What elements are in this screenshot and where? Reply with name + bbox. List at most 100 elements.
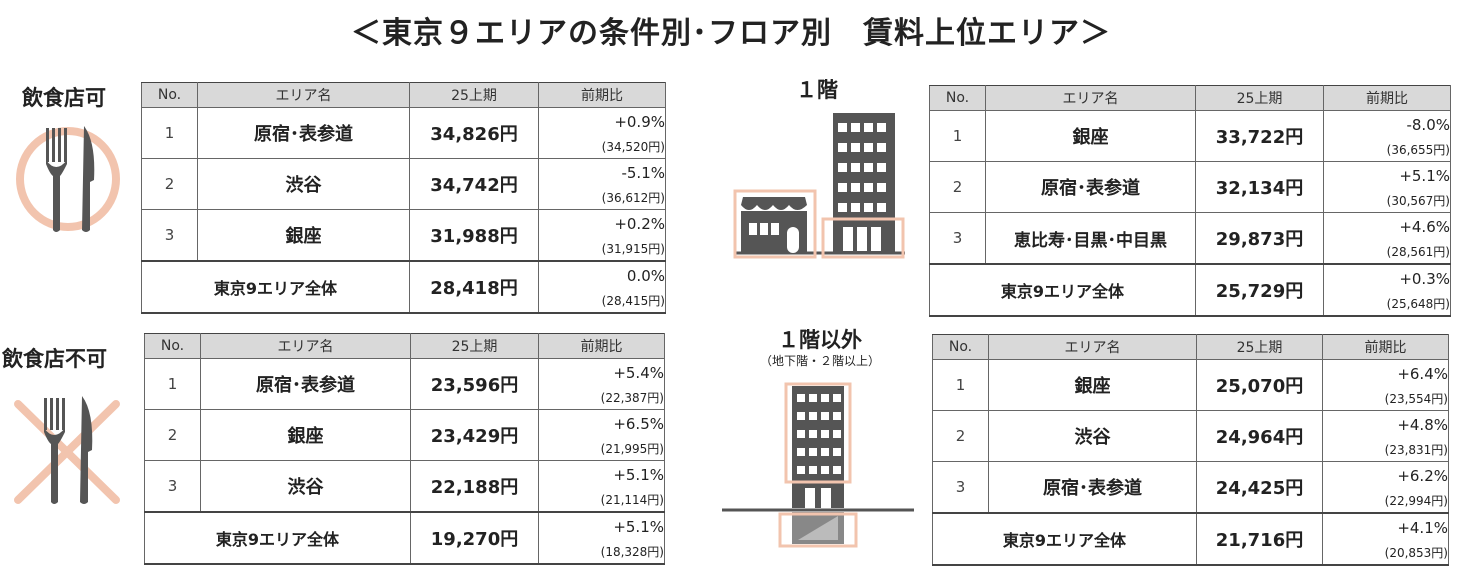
change-percent: +4.8% bbox=[1397, 416, 1448, 434]
area-name: 銀座 bbox=[988, 359, 1197, 411]
rent-value: 34,826円 bbox=[409, 107, 539, 159]
table-row: 2 渋谷 24,964円 +4.8% (23,831円) bbox=[932, 410, 1449, 462]
area-name: 銀座 bbox=[200, 409, 411, 461]
table-total-row: 東京9エリア全体 19,270円 +5.1% (18,328円) bbox=[144, 511, 665, 565]
rank-number: 1 bbox=[141, 107, 198, 159]
floor-sublabel-other: （地下階・２階以上） bbox=[759, 354, 880, 368]
column-header-no: No. bbox=[141, 82, 198, 108]
column-header-area: エリア名 bbox=[988, 334, 1197, 360]
change-percent: +0.2% bbox=[614, 215, 665, 233]
change-percent: +4.6% bbox=[1399, 218, 1450, 236]
total-change-cell: +5.1% (18,328円) bbox=[538, 511, 665, 565]
column-header-change: 前期比 bbox=[1323, 85, 1451, 111]
total-label: 東京9エリア全体 bbox=[141, 260, 410, 314]
column-header-rent: 25上期 bbox=[409, 82, 539, 108]
table-row: 3 渋谷 22,188円 +5.1% (21,114円) bbox=[144, 460, 665, 513]
change-cell: +0.2% (31,915円) bbox=[538, 209, 666, 262]
column-header-change: 前期比 bbox=[1322, 334, 1449, 360]
change-cell: +6.2% (22,994円) bbox=[1322, 461, 1449, 514]
floor-label-other: １階以外 bbox=[778, 328, 862, 352]
total-rent-value: 21,716円 bbox=[1196, 512, 1323, 566]
previous-rent: (28,561円) bbox=[1386, 245, 1450, 259]
rent-value: 25,070円 bbox=[1196, 359, 1323, 411]
area-name: 銀座 bbox=[985, 110, 1196, 162]
total-label: 東京9エリア全体 bbox=[932, 512, 1197, 566]
column-header-no: No. bbox=[144, 333, 201, 359]
area-name: 原宿･表参道 bbox=[200, 358, 411, 410]
column-header-rent: 25上期 bbox=[1196, 334, 1323, 360]
previous-rent: (20,853円) bbox=[1384, 546, 1448, 560]
rent-value: 32,134円 bbox=[1195, 161, 1324, 213]
column-header-area: エリア名 bbox=[197, 82, 410, 108]
column-header-area: エリア名 bbox=[200, 333, 411, 359]
change-percent: +5.1% bbox=[1399, 167, 1450, 185]
table-row: 1 原宿･表参道 23,596円 +5.4% (22,387円) bbox=[144, 358, 665, 410]
table-row: 3 恵比寿･目黒･中目黒 29,873円 +4.6% (28,561円) bbox=[929, 212, 1451, 265]
table-row: 2 銀座 23,429円 +6.5% (21,995円) bbox=[144, 409, 665, 461]
change-percent: +0.3% bbox=[1399, 270, 1450, 288]
rent-value: 33,722円 bbox=[1195, 110, 1324, 162]
column-header-change: 前期比 bbox=[538, 333, 665, 359]
rank-number: 3 bbox=[929, 212, 986, 265]
rent-value: 31,988円 bbox=[409, 209, 539, 262]
total-change-cell: 0.0% (28,415円) bbox=[538, 260, 666, 314]
rank-number: 3 bbox=[144, 460, 201, 513]
rank-number: 3 bbox=[932, 461, 989, 514]
change-cell: -8.0% (36,655円) bbox=[1323, 110, 1451, 162]
previous-rent: (36,655円) bbox=[1386, 143, 1450, 157]
change-cell: +6.4% (23,554円) bbox=[1322, 359, 1449, 411]
previous-rent: (28,415円) bbox=[601, 294, 665, 308]
change-cell: +4.8% (23,831円) bbox=[1322, 410, 1449, 462]
total-rent-value: 25,729円 bbox=[1195, 263, 1324, 317]
table-row: 1 原宿･表参道 34,826円 +0.9% (34,520円) bbox=[141, 107, 666, 159]
previous-rent: (25,648円) bbox=[1386, 297, 1450, 311]
area-name: 原宿･表参道 bbox=[985, 161, 1196, 213]
change-cell: +5.1% (21,114円) bbox=[538, 460, 665, 513]
table-total-row: 東京9エリア全体 21,716円 +4.1% (20,853円) bbox=[932, 512, 1449, 566]
rank-number: 2 bbox=[141, 158, 198, 210]
ranking-table-first-floor: No. エリア名 25上期 前期比 1 銀座 33,722円 -8.0% (36,… bbox=[929, 85, 1451, 317]
area-name: 渋谷 bbox=[197, 158, 410, 210]
rank-number: 3 bbox=[141, 209, 198, 262]
change-percent: +6.2% bbox=[1397, 467, 1448, 485]
previous-rent: (36,612円) bbox=[601, 191, 665, 205]
change-cell: +4.6% (28,561円) bbox=[1323, 212, 1451, 265]
category-label-food-ng: 飲食店不可 bbox=[2, 347, 107, 371]
fork-knife-circle-icon bbox=[16, 126, 120, 232]
previous-rent: (22,994円) bbox=[1384, 494, 1448, 508]
total-rent-value: 28,418円 bbox=[409, 260, 539, 314]
change-percent: +6.4% bbox=[1397, 365, 1448, 383]
change-percent: +5.1% bbox=[613, 466, 664, 484]
rent-value: 29,873円 bbox=[1195, 212, 1324, 265]
rank-number: 2 bbox=[929, 161, 986, 213]
rank-number: 2 bbox=[932, 410, 989, 462]
change-cell: -5.1% (36,612円) bbox=[538, 158, 666, 210]
change-percent: +5.4% bbox=[613, 364, 664, 382]
column-header-no: No. bbox=[929, 85, 986, 111]
previous-rent: (34,520円) bbox=[601, 140, 665, 154]
change-cell: +0.9% (34,520円) bbox=[538, 107, 666, 159]
rank-number: 1 bbox=[932, 359, 989, 411]
rent-value: 24,964円 bbox=[1196, 410, 1323, 462]
change-percent: 0.0% bbox=[626, 267, 665, 285]
ranking-table-food-ok: No. エリア名 25上期 前期比 1 原宿･表参道 34,826円 +0.9%… bbox=[141, 82, 666, 314]
storefront-building-icon bbox=[733, 113, 905, 259]
table-row: 2 原宿･表参道 32,134円 +5.1% (30,567円) bbox=[929, 161, 1451, 213]
rent-value: 23,596円 bbox=[410, 358, 539, 410]
fork-knife-crossed-icon bbox=[14, 396, 120, 504]
previous-rent: (21,995円) bbox=[600, 442, 664, 456]
rank-number: 2 bbox=[144, 409, 201, 461]
area-name: 恵比寿･目黒･中目黒 bbox=[985, 212, 1196, 265]
previous-rent: (21,114円) bbox=[600, 493, 664, 507]
floor-label-first: １階 bbox=[796, 78, 838, 102]
ranking-table-food-ng: No. エリア名 25上期 前期比 1 原宿･表参道 23,596円 +5.4%… bbox=[144, 333, 665, 565]
area-name: 銀座 bbox=[197, 209, 410, 262]
table-total-row: 東京9エリア全体 25,729円 +0.3% (25,648円) bbox=[929, 263, 1451, 317]
change-percent: -5.1% bbox=[621, 164, 665, 182]
table-row: 1 銀座 33,722円 -8.0% (36,655円) bbox=[929, 110, 1451, 162]
rank-number: 1 bbox=[929, 110, 986, 162]
table-row: 3 銀座 31,988円 +0.2% (31,915円) bbox=[141, 209, 666, 262]
table-row: 2 渋谷 34,742円 -5.1% (36,612円) bbox=[141, 158, 666, 210]
previous-rent: (22,387円) bbox=[600, 391, 664, 405]
page-title: ＜東京９エリアの条件別･フロア別 賃料上位エリア＞ bbox=[351, 16, 1111, 51]
